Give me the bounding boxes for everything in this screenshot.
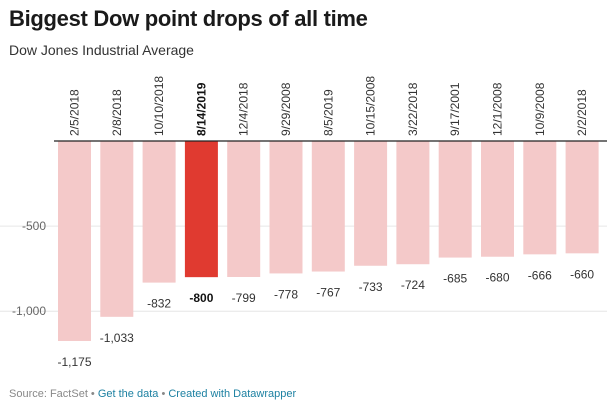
- data-label: -778: [274, 287, 298, 301]
- x-tick-label: 10/15/2008: [364, 76, 378, 136]
- data-label: -660: [570, 267, 594, 281]
- data-label: -1,175: [57, 355, 91, 369]
- footer-separator: •: [158, 388, 169, 400]
- footer: Source: FactSet • Get the data • Created…: [9, 388, 296, 400]
- data-label: -832: [147, 297, 171, 311]
- data-label: -799: [232, 291, 256, 305]
- x-tick-label: 2/2/2018: [575, 89, 589, 136]
- bar: [142, 141, 176, 283]
- bar: [227, 141, 261, 277]
- bar: [523, 141, 557, 255]
- bar: [565, 141, 599, 254]
- bar: [354, 141, 388, 266]
- bar: [100, 141, 134, 317]
- bar-chart: -500 -1,000 2/5/2018 -1,175 2/8/2018 -1,033 10…: [0, 76, 607, 369]
- data-label: -1,033: [100, 331, 134, 345]
- data-label: -733: [359, 280, 383, 294]
- data-label: -800: [189, 291, 213, 305]
- chart-subtitle: Dow Jones Industrial Average: [9, 42, 194, 58]
- bar: [396, 141, 430, 265]
- x-tick-label: 12/4/2018: [237, 82, 251, 136]
- x-tick-label: 3/22/2018: [406, 82, 420, 136]
- bar: [438, 141, 472, 258]
- data-label: -680: [485, 271, 509, 285]
- data-label: -666: [528, 268, 552, 282]
- bar: [269, 141, 303, 274]
- x-tick-label: 10/9/2008: [533, 82, 547, 136]
- x-tick-label: 12/1/2008: [491, 82, 505, 136]
- chart-title: Biggest Dow point drops of all time: [9, 6, 368, 31]
- data-label: -685: [443, 272, 467, 286]
- y-tick-label: -500: [22, 219, 46, 233]
- x-tick-label: 9/29/2008: [279, 82, 293, 136]
- get-the-data-link[interactable]: Get the data: [97, 388, 159, 400]
- x-tick-label: 9/17/2001: [448, 82, 462, 136]
- x-tick-label: 10/10/2018: [152, 76, 166, 136]
- x-tick-label: 8/5/2019: [321, 89, 335, 136]
- datawrapper-link[interactable]: Created with Datawrapper: [168, 388, 297, 400]
- source-text: Source: FactSet: [9, 388, 88, 400]
- footer-separator: •: [87, 388, 98, 400]
- bar: [58, 141, 91, 341]
- y-tick-label: -1,000: [12, 304, 46, 318]
- bar: [481, 141, 514, 257]
- bar: [311, 141, 345, 272]
- x-tick-label: 2/8/2018: [110, 89, 124, 136]
- data-label: -767: [316, 286, 340, 300]
- data-label: -724: [401, 278, 425, 292]
- bar: [184, 141, 218, 278]
- x-tick-label: 2/5/2018: [68, 89, 82, 136]
- x-tick-label: 8/14/2019: [194, 82, 208, 136]
